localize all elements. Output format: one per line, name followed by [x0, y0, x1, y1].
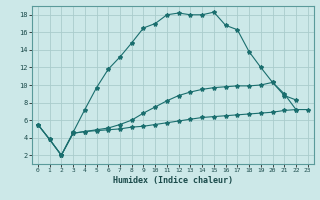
X-axis label: Humidex (Indice chaleur): Humidex (Indice chaleur) — [113, 176, 233, 185]
